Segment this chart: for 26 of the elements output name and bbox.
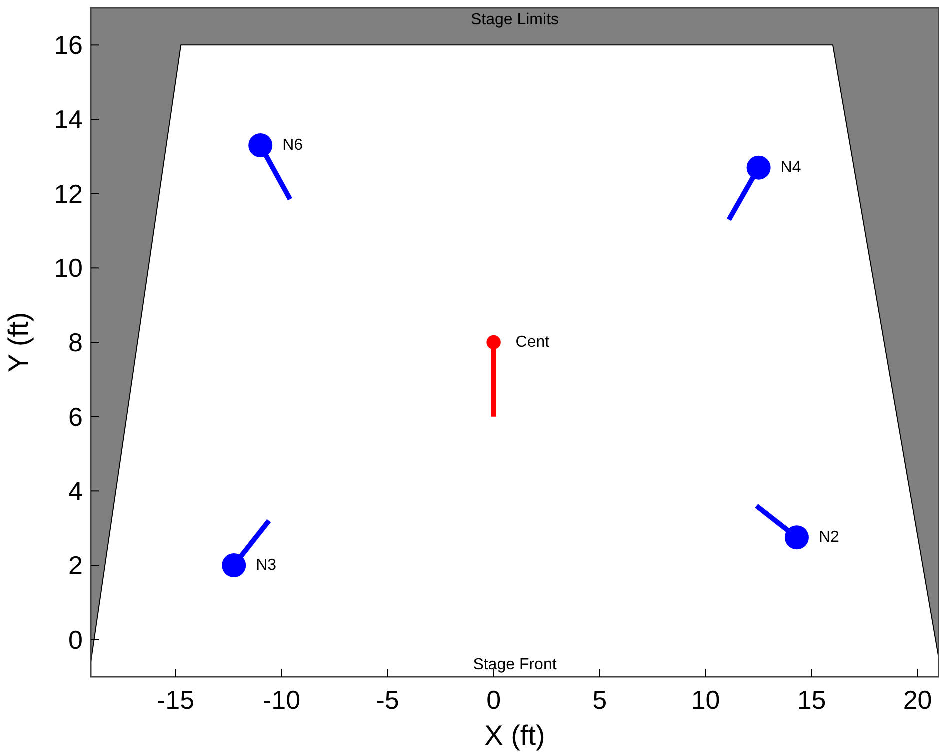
y-tick-label: 8 <box>68 328 83 358</box>
annotation: N3 <box>256 557 277 574</box>
annotation: Stage Front <box>473 656 558 674</box>
x-tick-label: 10 <box>691 685 720 715</box>
x-tick-label: -10 <box>263 685 301 715</box>
y-tick-label: 0 <box>68 624 83 655</box>
annotation: N2 <box>818 529 840 546</box>
y-tick-label: 10 <box>54 253 83 284</box>
annotation: Stage Limits <box>470 12 560 28</box>
annotation: Cent <box>516 334 550 351</box>
y-tick-label: 2 <box>68 550 83 580</box>
annotation: N6 <box>282 137 304 154</box>
annotation: N4 <box>780 159 802 176</box>
y-axis-title: Y (ft) <box>3 312 34 373</box>
x-tick-label: 20 <box>903 685 932 715</box>
x-tick-label: -5 <box>376 685 400 715</box>
x-tick-label: 5 <box>592 685 608 715</box>
x-tick-label: 15 <box>797 685 826 715</box>
y-tick-label: 14 <box>54 104 83 134</box>
x-axis-title: X (ft) <box>484 720 546 751</box>
x-tick-label: 0 <box>486 685 502 715</box>
y-tick-label: 12 <box>54 178 83 209</box>
y-tick-label: 16 <box>54 30 83 60</box>
y-tick-label: 6 <box>68 402 83 432</box>
x-tick-label: -15 <box>157 685 195 715</box>
y-tick-label: 4 <box>68 476 83 506</box>
